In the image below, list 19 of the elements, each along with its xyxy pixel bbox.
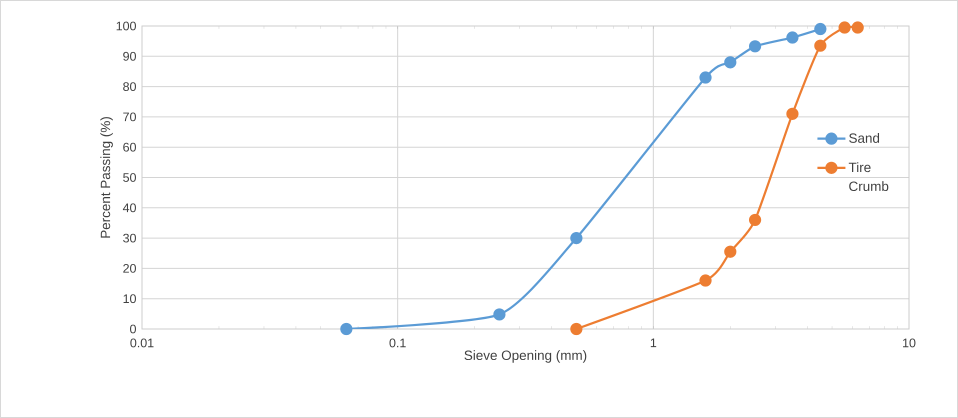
x-tick-label: 1 <box>650 338 656 348</box>
x-axis-title: Sieve Opening (mm) <box>464 350 586 363</box>
legend-label: Sand <box>849 133 880 143</box>
y-tick-label: 70 <box>123 112 136 122</box>
y-tick-label: 30 <box>123 234 136 243</box>
y-tick-label: 50 <box>123 173 136 182</box>
y-tick-label: 20 <box>123 264 136 273</box>
y-tick-label: 0 <box>130 324 136 334</box>
y-tick-label: 40 <box>122 203 136 212</box>
y-tick-label: 90 <box>123 52 136 61</box>
y-axis-title: Percent Passing (%) <box>100 117 113 238</box>
x-tick-label: 0.1 <box>389 338 406 348</box>
y-tick-label: 80 <box>123 82 136 92</box>
legend-label: Tire Crumb <box>848 162 888 192</box>
y-tick-label: 10 <box>124 294 136 304</box>
x-tick-label: 0.01 <box>130 338 154 348</box>
x-tick-label: 10 <box>903 338 916 348</box>
y-tick-label: 100 <box>116 22 136 30</box>
y-tick-label: 60 <box>123 142 136 152</box>
